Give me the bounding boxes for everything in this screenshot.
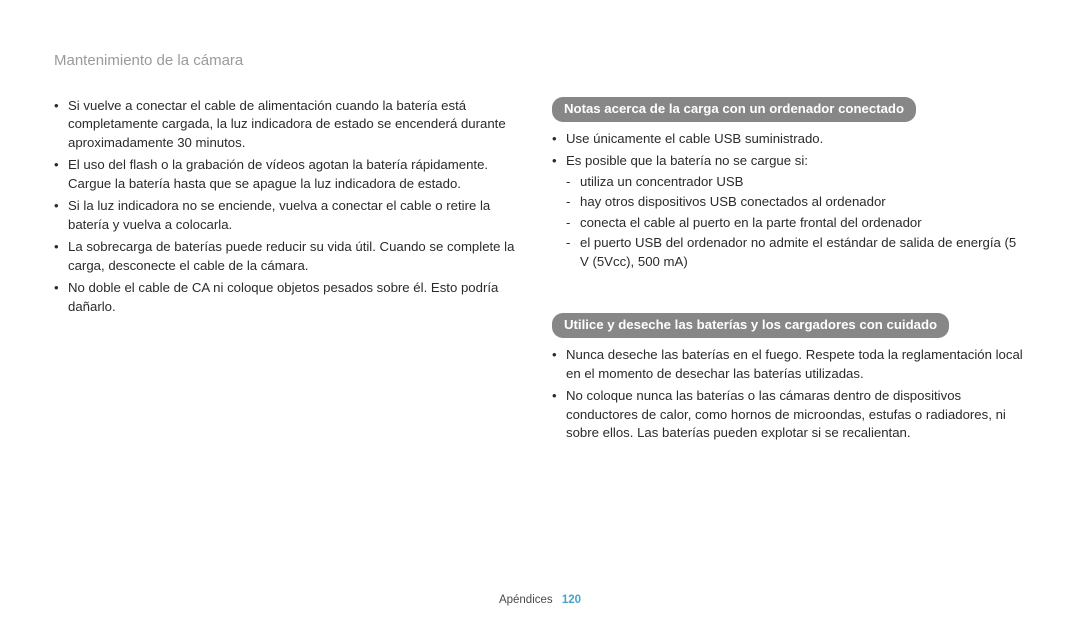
list-item: Si vuelve a conectar el cable de aliment…	[54, 97, 528, 152]
spacer	[552, 275, 1026, 313]
section-heading-pill: Utilice y deseche las baterías y los car…	[552, 313, 949, 338]
left-bullet-list: Si vuelve a conectar el cable de aliment…	[54, 97, 528, 316]
footer-page-number: 120	[562, 594, 581, 606]
list-item: Use únicamente el cable USB suministrado…	[552, 130, 1026, 148]
section2-bullet-list: Nunca deseche las baterías en el fuego. …	[552, 346, 1026, 442]
page-title: Mantenimiento de la cámara	[54, 52, 1026, 69]
sublist-item: utiliza un concentrador USB	[566, 173, 1026, 191]
left-column: Si vuelve a conectar el cable de aliment…	[54, 97, 528, 447]
list-item: No doble el cable de CA ni coloque objet…	[54, 279, 528, 316]
list-item: La sobrecarga de baterías puede reducir …	[54, 238, 528, 275]
sublist-item: hay otros dispositivos USB conectados al…	[566, 193, 1026, 211]
footer-section: Apéndices	[499, 594, 553, 606]
sublist-item: conecta el cable al puerto en la parte f…	[566, 214, 1026, 232]
list-item: Si la luz indicadora no se enciende, vue…	[54, 197, 528, 234]
section1-sublist: utiliza un concentrador USB hay otros di…	[566, 173, 1026, 271]
section-charging-notes: Notas acerca de la carga con un ordenado…	[552, 97, 1026, 271]
list-item-text: Es posible que la batería no se cargue s…	[566, 153, 808, 168]
content-columns: Si vuelve a conectar el cable de aliment…	[54, 97, 1026, 447]
right-column: Notas acerca de la carga con un ordenado…	[552, 97, 1026, 447]
list-item: No coloque nunca las baterías o las cáma…	[552, 387, 1026, 442]
section-dispose-batteries: Utilice y deseche las baterías y los car…	[552, 313, 1026, 442]
list-item: Es posible que la batería no se cargue s…	[552, 152, 1026, 271]
page: Mantenimiento de la cámara Si vuelve a c…	[0, 0, 1080, 630]
section-heading-pill: Notas acerca de la carga con un ordenado…	[552, 97, 916, 122]
sublist-item: el puerto USB del ordenador no admite el…	[566, 234, 1026, 271]
list-item: El uso del flash o la grabación de vídeo…	[54, 156, 528, 193]
section1-bullet-list: Use únicamente el cable USB suministrado…	[552, 130, 1026, 271]
page-footer: Apéndices 120	[0, 594, 1080, 606]
list-item: Nunca deseche las baterías en el fuego. …	[552, 346, 1026, 383]
